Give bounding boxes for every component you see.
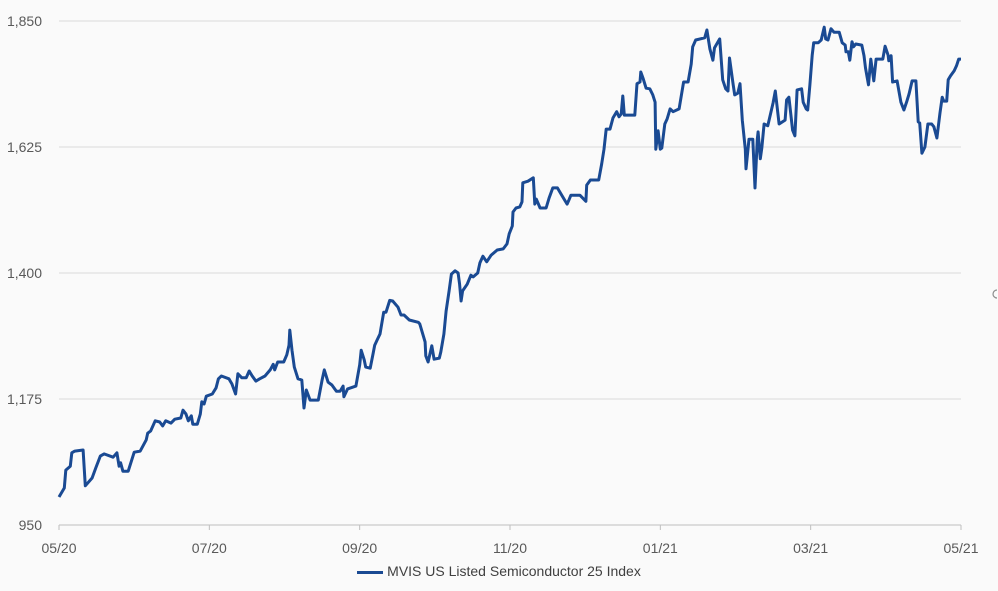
legend-swatch xyxy=(357,570,384,574)
series-line-mvis-semiconductor-25 xyxy=(57,25,961,498)
x-tick-label: 11/20 xyxy=(493,540,527,556)
y-tick-label: 1,400 xyxy=(7,265,42,281)
x-tick-label: 05/21 xyxy=(943,540,978,556)
x-tick-label: 09/20 xyxy=(342,540,377,556)
x-tick-label: 03/21 xyxy=(793,540,828,556)
y-tick-label: 1,175 xyxy=(7,391,42,407)
legend: MVIS US Listed Semiconductor 25 Index xyxy=(0,563,998,579)
partial-icon-right-edge xyxy=(992,289,998,299)
x-axis: 05/20 07/20 09/20 11/20 01/21 03/21 05/21 xyxy=(41,524,979,556)
x-tick-label: 07/20 xyxy=(192,540,227,556)
x-tick-label: 01/21 xyxy=(643,540,678,556)
y-tick-label: 950 xyxy=(19,517,43,533)
y-tick-label: 1,625 xyxy=(7,139,42,155)
y-tick-label: 1,850 xyxy=(7,13,42,29)
y-axis: 950 1,175 1,400 1,625 1,850 xyxy=(7,13,42,533)
x-tick-label: 05/20 xyxy=(41,540,76,556)
gridlines xyxy=(59,20,961,400)
legend-label: MVIS US Listed Semiconductor 25 Index xyxy=(387,563,641,579)
